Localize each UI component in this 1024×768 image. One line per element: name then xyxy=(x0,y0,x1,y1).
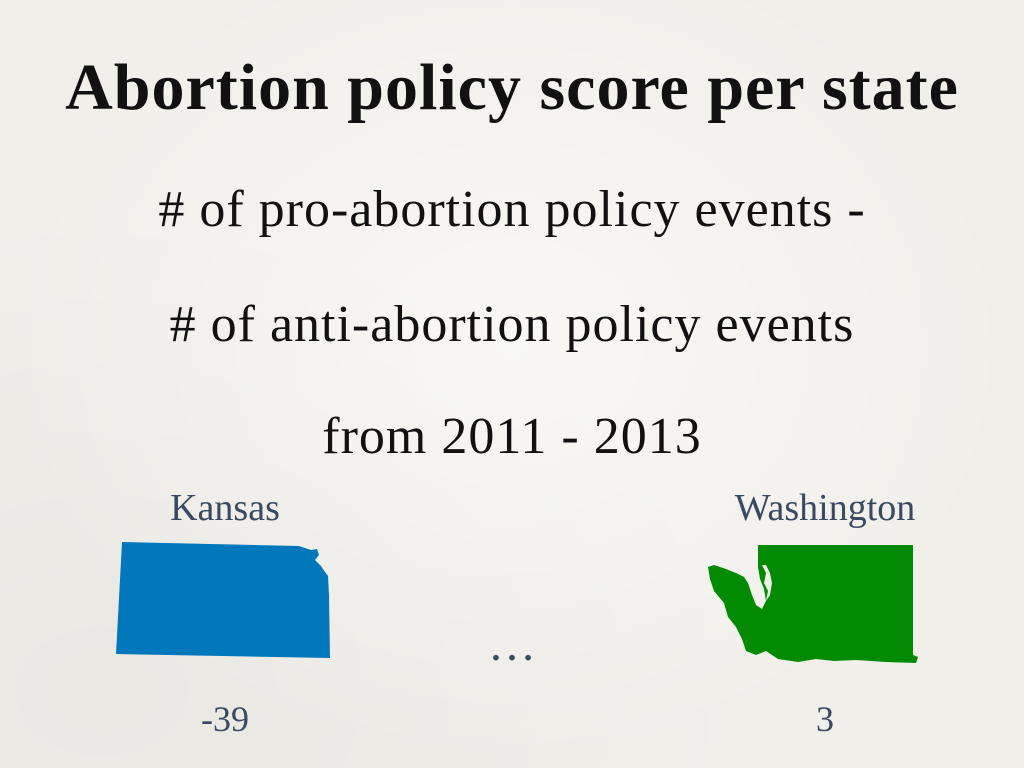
washington-label: Washington xyxy=(734,487,916,529)
washington-shape xyxy=(708,545,918,663)
slide-title: Abortion policy score per state xyxy=(65,51,959,124)
kansas-shape xyxy=(116,542,330,658)
washington-map-icon xyxy=(708,545,918,663)
formula-line-3: from 2011 - 2013 xyxy=(322,408,702,465)
washington-score: 3 xyxy=(816,699,834,739)
formula-line-1: # of pro-abortion policy events - xyxy=(158,181,866,238)
kansas-score: -39 xyxy=(201,699,249,739)
puget-sound-detail xyxy=(762,565,772,601)
ellipsis: … xyxy=(488,618,536,671)
kansas-map-icon xyxy=(116,542,330,658)
kansas-label: Kansas xyxy=(170,487,280,529)
formula-line-2: # of anti-abortion policy events xyxy=(169,296,855,353)
